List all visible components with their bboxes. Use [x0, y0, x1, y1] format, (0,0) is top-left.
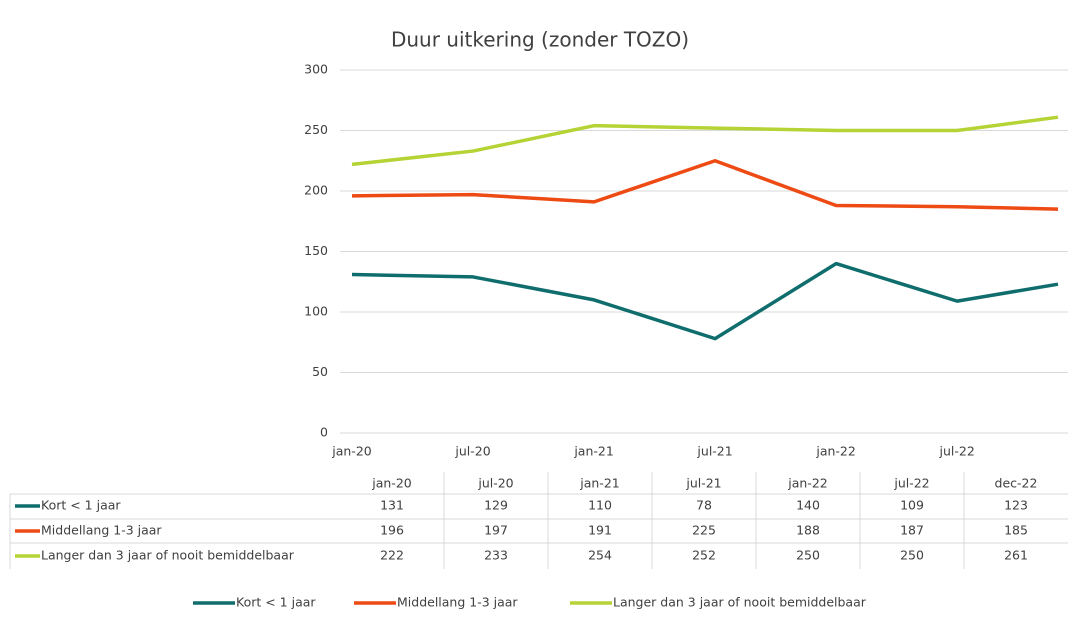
- table-cell: 140: [796, 498, 820, 513]
- table-header: jul-22: [893, 476, 929, 491]
- x-tick-label: jul-20: [454, 444, 490, 459]
- x-tick-label: jul-22: [938, 444, 974, 459]
- table-cell: 222: [380, 548, 404, 563]
- table-cell: 233: [484, 548, 508, 563]
- table-cell: 185: [1004, 523, 1028, 538]
- table-header: jan-20: [371, 476, 412, 491]
- table-cell: 109: [900, 498, 924, 513]
- y-tick-label: 150: [304, 243, 328, 258]
- table-header: jan-22: [787, 476, 827, 491]
- y-tick-label: 250: [304, 122, 328, 137]
- table-cell: 196: [380, 523, 404, 538]
- table-cell: 254: [588, 548, 612, 563]
- table-row-label: Middellang 1-3 jaar: [41, 523, 162, 538]
- legend-label: Langer dan 3 jaar of nooit bemiddelbaar: [613, 595, 867, 610]
- table-cell: 250: [796, 548, 820, 563]
- chart-title: Duur uitkering (zonder TOZO): [391, 28, 689, 52]
- table-header: jan-21: [579, 476, 619, 491]
- table-cell: 188: [796, 523, 820, 538]
- table-cell: 129: [484, 498, 508, 513]
- table-cell: 225: [692, 523, 716, 538]
- table-header: dec-22: [995, 476, 1038, 491]
- series-line: [351, 115, 1059, 167]
- table-cell: 197: [484, 523, 508, 538]
- y-tick-label: 50: [312, 364, 328, 379]
- series-line: [351, 261, 1059, 341]
- y-tick-label: 200: [304, 183, 328, 198]
- y-tick-label: 300: [304, 62, 328, 77]
- table-row-label: Kort < 1 jaar: [41, 498, 121, 513]
- legend-label: Middellang 1-3 jaar: [397, 595, 518, 610]
- table-cell: 261: [1004, 548, 1028, 563]
- table-cell: 187: [900, 523, 924, 538]
- table-cell: 123: [1004, 498, 1028, 513]
- x-tick-label: jul-21: [696, 444, 732, 459]
- y-tick-label: 0: [320, 425, 328, 440]
- x-tick-label: jan-20: [331, 444, 372, 459]
- table-header: jul-20: [477, 476, 513, 491]
- table-cell: 131: [380, 498, 404, 513]
- series-line: [351, 159, 1059, 211]
- x-tick-label: jan-21: [573, 444, 613, 459]
- legend-label: Kort < 1 jaar: [236, 595, 316, 610]
- table-header: jul-21: [685, 476, 721, 491]
- table-cell: 191: [588, 523, 612, 538]
- table-cell: 110: [588, 498, 612, 513]
- table-cell: 250: [900, 548, 924, 563]
- x-tick-label: jan-22: [815, 444, 855, 459]
- table-row-label: Langer dan 3 jaar of nooit bemiddelbaar: [41, 548, 295, 563]
- table-cell: 252: [692, 548, 716, 563]
- table-cell: 78: [696, 498, 712, 513]
- y-tick-label: 100: [304, 304, 328, 319]
